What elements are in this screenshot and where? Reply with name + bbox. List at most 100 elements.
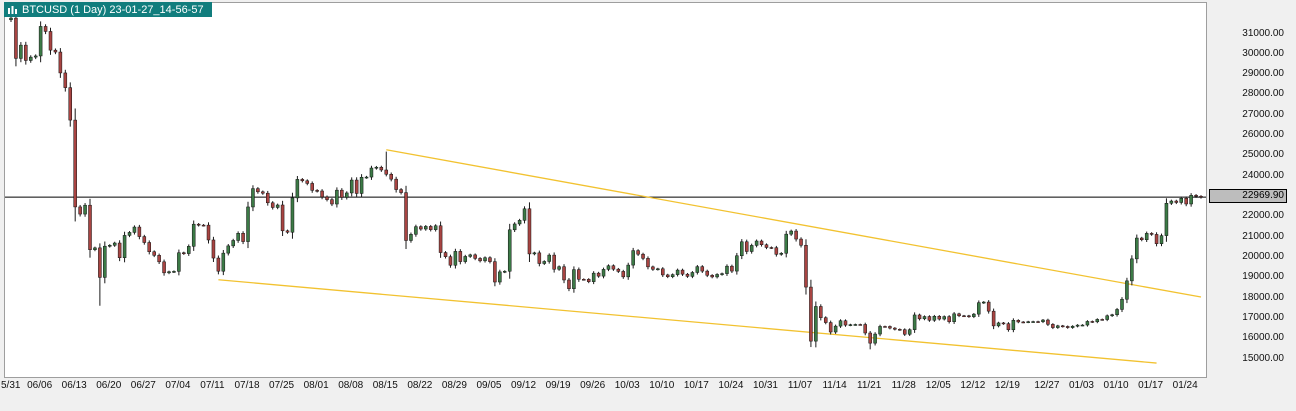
candle [863,324,867,334]
candle [1194,195,1198,197]
candle [1189,195,1193,205]
candle [557,266,561,270]
candle [512,223,517,231]
candle [843,320,848,326]
candle [1006,323,1011,331]
candle [1115,309,1119,316]
y-axis-label: 22000.00 [1242,210,1284,222]
candle [898,329,902,331]
y-axis-label: 28000.00 [1242,88,1284,100]
candle [1139,237,1144,240]
x-axis-label: 07/04 [165,380,191,391]
candle [1085,321,1090,326]
candle [428,226,433,230]
candle [823,317,828,323]
candle [735,255,739,272]
x-axis-label: 08/15 [372,380,398,391]
candle [749,245,754,252]
candle [907,329,912,335]
candle [562,266,566,281]
candle [981,301,986,304]
candle [730,265,734,272]
candle [744,241,749,252]
candle [1164,203,1169,236]
x-axis-label: 09/26 [580,380,606,391]
candle [182,252,186,254]
candle [1135,237,1139,260]
candle [922,316,927,320]
candle [621,271,626,278]
candle [483,257,487,262]
candle [19,44,23,59]
candle [68,87,73,121]
candle [359,176,364,194]
x-axis-label: 06/13 [61,380,87,391]
candle [98,247,102,278]
candle [1120,298,1124,310]
candle [93,247,97,250]
candle [1149,233,1154,235]
candlestick-chart [5,10,1206,364]
current-price-box: 22969.90 [1209,189,1287,204]
candle [270,202,275,208]
candle [498,271,502,283]
candle [127,232,132,236]
x-axis-label: 11/07 [787,380,813,391]
candle [285,230,290,233]
candle [275,204,280,208]
candle [112,242,117,246]
candle [715,274,719,278]
candle [986,301,991,312]
candle [38,26,43,57]
candle [878,326,882,335]
candle [369,167,374,178]
candle [1051,324,1055,328]
candle [868,332,872,344]
candle [547,254,551,262]
candle [833,325,838,333]
candle [1159,235,1164,244]
candle [305,180,310,184]
candle [251,188,255,208]
candle [374,166,379,169]
x-axis-label: 06/27 [130,380,156,391]
candle [972,313,976,317]
candle [927,316,932,321]
title-bar[interactable]: BTCUSD (1 Day) 23-01-27_14-56-57 [4,2,212,17]
candle [577,269,581,280]
candle [1169,200,1174,204]
candle [83,204,87,215]
y-axis-label: 27000.00 [1242,108,1284,120]
candle [740,241,744,257]
candle [394,178,398,190]
candle [29,56,33,61]
candle [206,224,211,241]
candle [438,225,443,253]
candle [616,268,621,272]
candle [448,256,453,266]
candle [725,265,729,274]
candle [503,271,507,273]
candle [631,250,635,266]
candle [764,244,769,248]
candle [379,166,384,171]
candle [246,206,250,242]
candle [759,240,764,245]
candle [261,191,265,194]
candle [177,252,181,272]
candle [996,322,1001,327]
candle [231,240,235,247]
candle [680,269,685,275]
candle [58,51,63,74]
candle [414,226,418,235]
candle [858,324,863,326]
y-axis-label: 16000.00 [1242,332,1284,344]
chart-window-title: BTCUSD (1 Day) 23-01-27_14-56-57 [22,3,204,16]
x-axis-label: 08/29 [441,380,467,391]
chart-plot-area[interactable] [4,2,1207,378]
candle [172,271,176,273]
candle [611,265,616,270]
candle [537,252,542,264]
chart-icon [8,5,17,14]
candle [1011,320,1016,331]
